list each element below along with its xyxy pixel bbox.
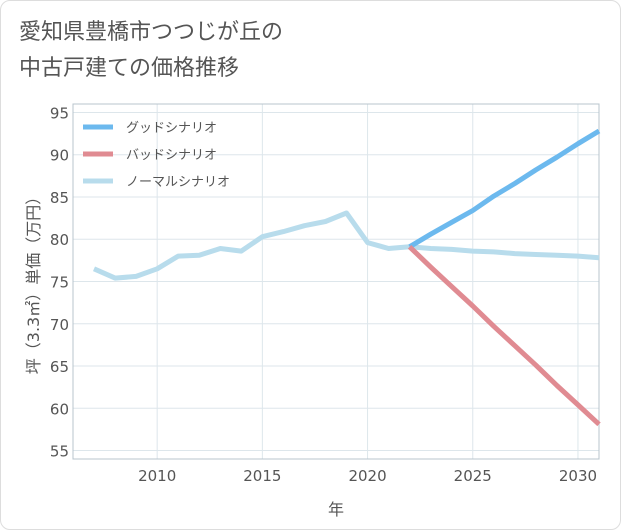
series-line-0	[408, 128, 601, 249]
grid-lines	[73, 104, 599, 459]
x-tick-label: 2020	[348, 467, 386, 485]
x-tick-label: 2010	[138, 467, 176, 485]
plot-area	[72, 103, 600, 460]
y-tick-label: 75	[50, 274, 69, 292]
x-axis-ticks: 2010 2015 2020 2025 2030	[138, 467, 597, 485]
y-axis-ticks: 55 60 65 70 75 80 85 90 95	[50, 104, 69, 460]
chart-title: 愛知県豊橋市つつじが丘の 中古戸建ての価格推移	[19, 15, 283, 87]
series-line-2	[92, 210, 600, 281]
y-axis-title: 坪（3.3㎡）単価（万円）	[24, 189, 43, 374]
x-tick-label: 2030	[559, 467, 597, 485]
chart-title-line-2: 中古戸建ての価格推移	[19, 56, 240, 81]
legend-label-2: ノーマルシナリオ	[126, 175, 230, 190]
y-tick-label: 85	[50, 189, 69, 207]
legend-label-0: グッドシナリオ	[126, 121, 217, 136]
legend-label-1: バッドシナリオ	[126, 148, 217, 163]
y-tick-label: 80	[50, 231, 69, 249]
x-tick-label: 2015	[243, 467, 281, 485]
series-layer	[92, 128, 601, 427]
x-tick-label: 2025	[454, 467, 492, 485]
y-tick-label: 70	[50, 316, 69, 334]
y-tick-label: 65	[50, 358, 69, 376]
series-line-1	[407, 244, 601, 427]
y-tick-label: 55	[50, 443, 69, 461]
y-tick-label: 60	[50, 400, 69, 418]
x-axis-title: 年	[328, 500, 344, 519]
y-tick-label: 95	[50, 104, 69, 122]
y-tick-label: 90	[50, 147, 69, 165]
chart-title-line-1: 愛知県豊橋市つつじが丘の	[19, 20, 284, 45]
